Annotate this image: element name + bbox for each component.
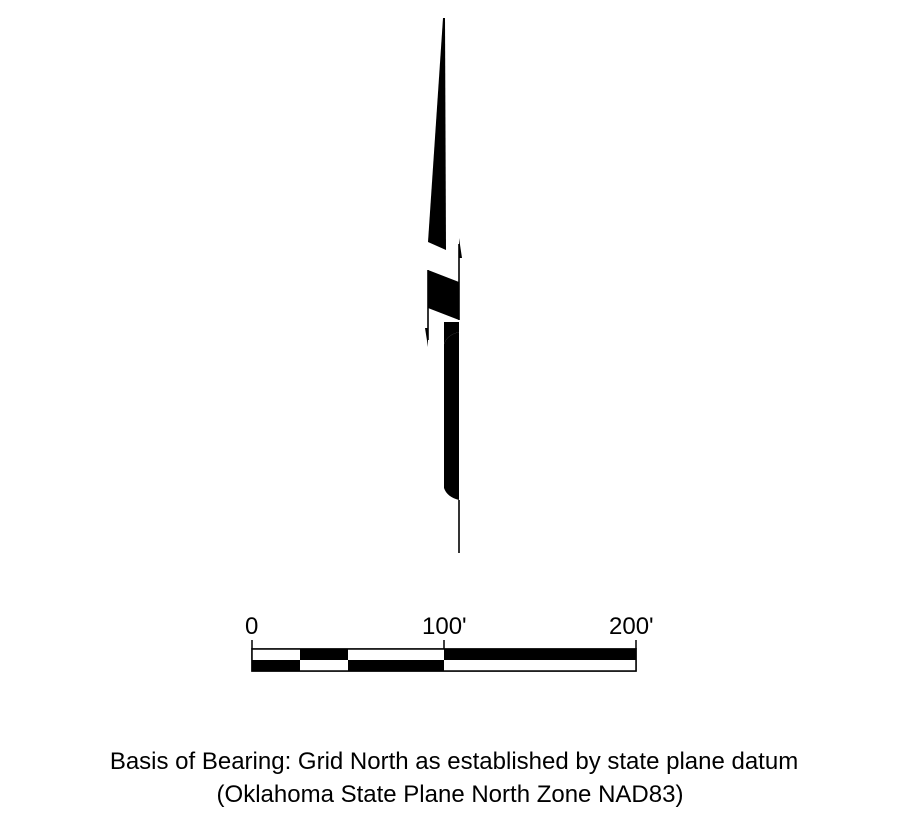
scale-label-0: 0 [245, 613, 258, 640]
scale-seg-top-3 [348, 649, 444, 660]
north-arrow-left-tip [425, 328, 428, 347]
scale-bar-outline [251, 648, 637, 672]
north-arrow-notch [444, 322, 459, 344]
scale-seg-top-4 [444, 649, 636, 660]
basis-of-bearing-note: Basis of Bearing: Grid North as establis… [110, 748, 798, 808]
scale-seg-bottom-2 [300, 660, 348, 671]
bearing-note-line-1: Basis of Bearing: Grid North as establis… [110, 748, 798, 775]
scale-seg-top-1 [252, 649, 300, 660]
bearing-note-line-2: (Oklahoma State Plane North Zone NAD83) [217, 781, 684, 808]
scale-seg-bottom-4 [444, 660, 636, 671]
scale-bar: 0 100' 200' [245, 613, 654, 672]
north-arrow-icon [425, 18, 462, 553]
scale-label-200: 200' [609, 613, 654, 640]
north-arrow-lower-shaft [444, 332, 459, 500]
scale-seg-bottom-1 [252, 660, 300, 671]
north-arrow-right-tip [459, 238, 462, 258]
north-arrow-upper-needle [428, 18, 446, 250]
scale-seg-bottom-3 [348, 660, 444, 671]
scale-seg-top-2 [300, 649, 348, 660]
north-arrow-center-band [428, 270, 459, 320]
scale-label-100: 100' [422, 613, 467, 640]
